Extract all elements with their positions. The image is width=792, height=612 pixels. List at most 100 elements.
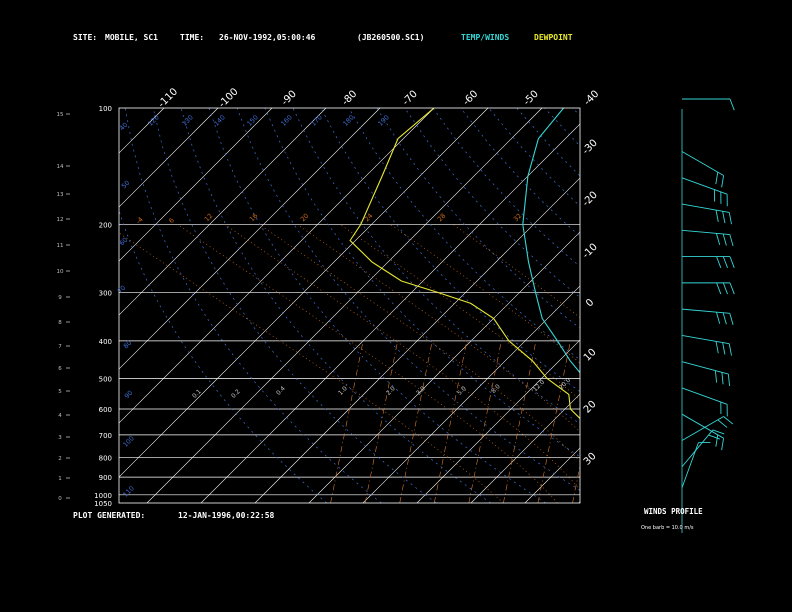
dry-adiabat-label: 60 <box>118 236 130 248</box>
height-axis-label: 4 <box>58 413 62 419</box>
wind-barb-staff <box>681 387 728 405</box>
isobar-label: 300 <box>99 290 112 298</box>
wind-barb-flag <box>716 282 722 295</box>
dry-adiabat-label: 80 <box>122 339 134 351</box>
dry-adiabat-line <box>516 108 580 177</box>
dry-adiabat-label: 120 <box>146 113 160 127</box>
mixing-ratio-label: 0.1 <box>191 388 203 400</box>
isotherm-line <box>687 108 792 503</box>
isobar-label: 800 <box>99 454 112 462</box>
plot-border <box>118 107 581 504</box>
isotherm-top-label: -40 <box>582 89 601 108</box>
dry-adiabat-label: 70 <box>116 284 128 296</box>
wind-barb-flag <box>729 313 734 325</box>
isobar-label: 1050 <box>94 500 112 508</box>
isotherm-line <box>119 108 219 208</box>
height-axis-label: 10 <box>57 269 64 275</box>
dry-adiabat-line <box>376 108 580 329</box>
isotherm-line <box>633 108 792 503</box>
wind-barb-flag <box>708 434 721 440</box>
isotherm-line <box>200 123 580 503</box>
mixing-ratio-line <box>330 340 364 503</box>
wind-barb-flag <box>722 342 726 355</box>
moist-adiabat-label: 16 <box>248 212 260 224</box>
isotherm-line <box>119 108 273 262</box>
isotherm-line <box>416 339 580 503</box>
wind-barb-staff <box>681 334 730 345</box>
dry-adiabat-line <box>488 108 580 207</box>
legend-dewpoint: DEWPOINT <box>534 33 573 42</box>
dry-adiabat-line <box>601 108 792 503</box>
wind-barb-flag <box>722 282 728 295</box>
wind-barb-staff <box>681 308 730 314</box>
mixing-ratio-label: 0.4 <box>275 385 287 397</box>
isobar-label: 1000 <box>94 492 112 500</box>
dry-adiabat-label: 110 <box>121 484 135 498</box>
moist-adiabat-label: -4 <box>134 215 144 225</box>
legend-temp-winds: TEMP/WINDS <box>461 33 510 42</box>
dry-adiabat-label: 170 <box>309 113 323 127</box>
isotherm-line <box>119 108 327 316</box>
isotherm-line <box>741 108 792 503</box>
wind-barb-flag <box>721 372 724 385</box>
isobar-label: 600 <box>99 406 112 414</box>
isobar-label: 900 <box>99 474 112 482</box>
mixing-ratio-label: 0.2 <box>230 388 242 400</box>
mixing-ratio-line <box>572 464 580 503</box>
wind-barb-flag <box>722 256 728 268</box>
isotherm-top-label: -50 <box>522 89 541 108</box>
wind-barb-flag <box>722 312 727 325</box>
dry-adiabat-line <box>544 108 580 147</box>
mixing-ratio-label: 5.0 <box>456 385 468 397</box>
moist-adiabat-line <box>177 224 558 503</box>
dry-adiabat-line <box>292 108 580 425</box>
isotherm-line <box>254 177 580 503</box>
dry-adiabat-label: 90 <box>123 389 135 401</box>
wind-barb-flag <box>715 341 719 354</box>
dry-adiabat-line <box>124 108 382 503</box>
height-axis-label: 8 <box>58 320 62 326</box>
isotherm-line <box>119 108 381 370</box>
wind-barb-flag <box>729 234 734 247</box>
isobar-label: 200 <box>99 221 112 229</box>
plot-area <box>119 108 792 503</box>
wind-barb-staff <box>681 413 724 439</box>
isotherm-line <box>524 447 580 503</box>
isobar-label: 400 <box>99 338 112 346</box>
dry-adiabat-label: 140 <box>212 113 226 127</box>
dry-adiabat-line <box>348 108 580 361</box>
isotherm-line <box>119 108 435 424</box>
wind-barb-flag <box>715 172 719 185</box>
mixing-ratio-label: 1.0 <box>337 385 349 397</box>
mixing-ratio-line <box>468 340 502 503</box>
temperature-profile-line <box>522 108 580 374</box>
dry-adiabat-line <box>404 108 580 298</box>
height-axis-label: 15 <box>57 112 64 118</box>
dry-adiabat-line <box>685 108 792 503</box>
site-label: SITE: <box>73 33 98 42</box>
height-axis-label: 7 <box>58 344 62 350</box>
dry-adiabat-line <box>740 108 792 503</box>
wind-barb-staff <box>681 442 699 488</box>
dry-adiabat-label: 100 <box>121 434 135 448</box>
time-label: TIME: <box>180 33 205 42</box>
mixing-ratio-line <box>399 340 433 503</box>
dry-adiabat-label: 160 <box>279 113 293 127</box>
winds-profile-panel <box>681 98 735 533</box>
dry-adiabat-line <box>208 108 546 503</box>
wind-barb-staff <box>681 151 724 176</box>
isotherm-top-label: -100 <box>217 86 241 110</box>
moist-adiabat-line <box>452 224 580 319</box>
isotherm-line <box>119 108 489 478</box>
dry-adiabat-label: 150 <box>245 113 259 127</box>
wind-barb-flag <box>715 209 719 222</box>
wind-barb-staff <box>681 429 714 468</box>
mixing-ratio-label: 12.0 <box>532 379 547 394</box>
height-axis-label: 5 <box>58 389 62 395</box>
height-axis-label: 2 <box>58 456 62 462</box>
wind-barb-staff <box>681 416 724 441</box>
isotherm-right-label: -30 <box>581 138 600 157</box>
isotherm-line <box>362 285 580 503</box>
mixing-ratio-label: 8.0 <box>490 383 502 395</box>
